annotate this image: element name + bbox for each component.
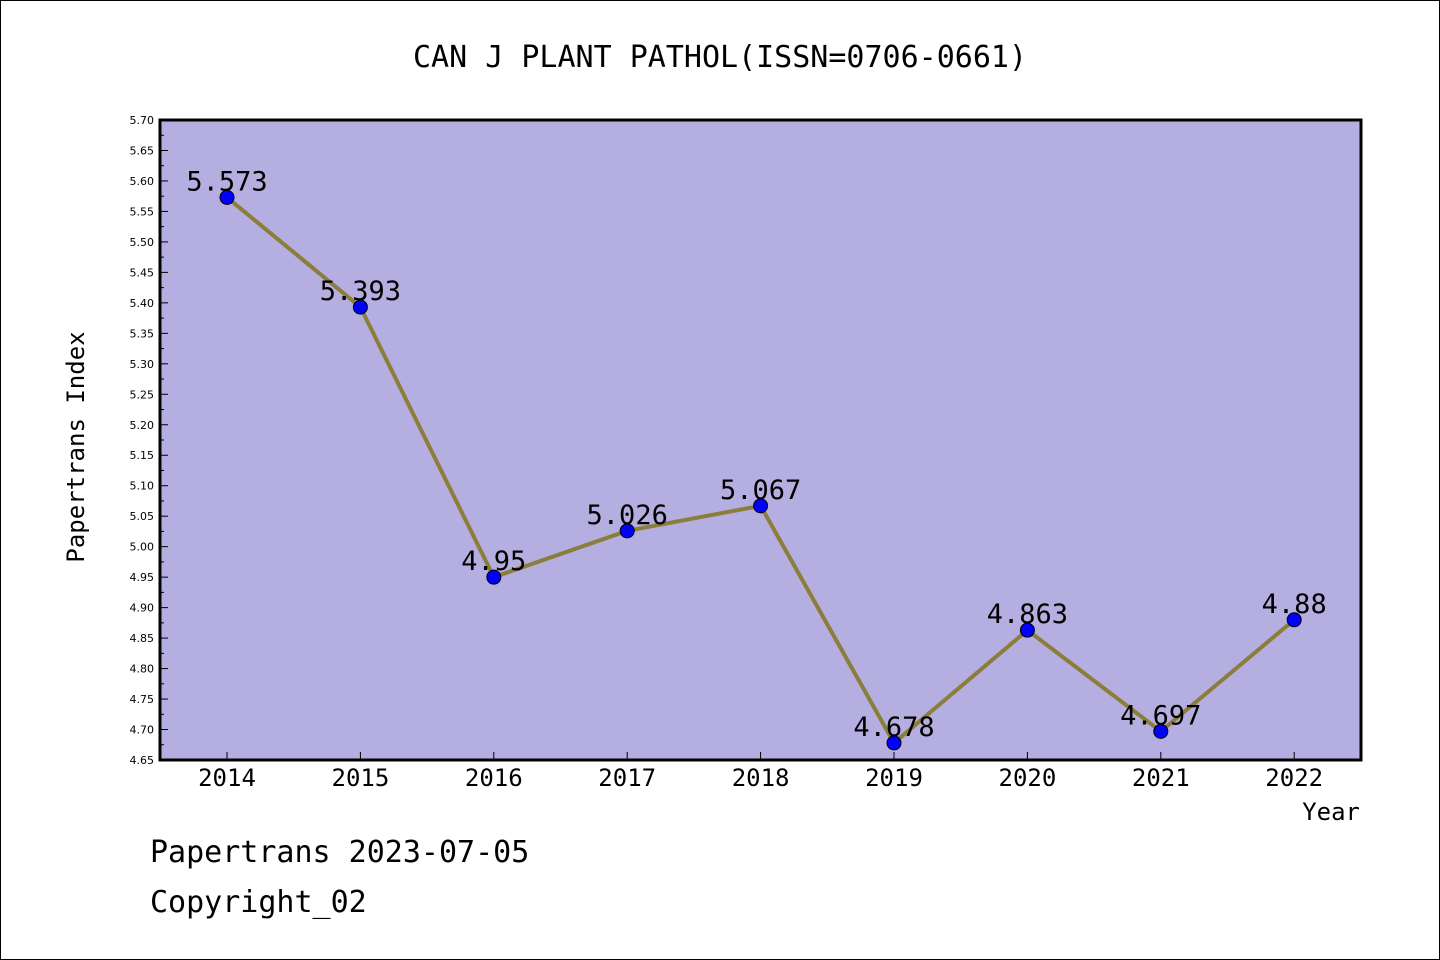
y-tick-label: 5.60 [130, 175, 155, 188]
y-tick-label: 5.45 [130, 266, 155, 279]
x-tick-label: 2022 [1265, 764, 1323, 792]
chart-title: CAN J PLANT PATHOL(ISSN=0706-0661) [413, 40, 1027, 75]
y-axis-label: Papertrans Index [62, 331, 90, 562]
data-label: 4.863 [987, 599, 1068, 630]
data-label: 5.573 [186, 166, 267, 197]
x-tick-label: 2014 [198, 764, 256, 792]
data-label: 4.678 [853, 712, 934, 743]
y-tick-label: 5.40 [130, 297, 155, 310]
data-label: 4.697 [1120, 700, 1201, 731]
y-tick-label: 5.20 [130, 419, 155, 432]
footer-copyright: Copyright_02 [150, 885, 367, 920]
y-tick-label: 5.50 [130, 236, 155, 249]
data-label: 4.95 [461, 546, 526, 577]
x-tick-label: 2016 [465, 764, 523, 792]
x-axis-ticks: 2014 2015 2016 2017 2018 2019 2020 2021 2022 [198, 752, 1323, 792]
data-point [352, 299, 368, 315]
data-label: 5.067 [720, 475, 801, 506]
y-tick-label: 5.10 [130, 480, 155, 493]
footer-date: Papertrans 2023-07-05 [150, 835, 530, 870]
x-axis-label: Year [1302, 798, 1360, 826]
y-tick-label: 5.05 [130, 510, 155, 523]
y-tick-label: 4.65 [130, 754, 155, 767]
y-tick-label: 5.30 [130, 358, 155, 371]
x-tick-label: 2021 [1132, 764, 1190, 792]
data-labels: 5.573 5.393 4.95 5.026 5.067 4.678 4.863 4.697 4… [186, 166, 1326, 743]
plot-area [160, 120, 1361, 760]
data-label: 4.88 [1262, 589, 1327, 620]
data-label: 5.026 [587, 500, 668, 531]
data-point [886, 735, 902, 751]
data-point [1019, 622, 1035, 638]
x-tick-label: 2020 [999, 764, 1057, 792]
y-tick-label: 5.25 [130, 388, 155, 401]
data-point [219, 189, 235, 205]
plot-border [158, 118, 1363, 762]
y-tick-label: 5.00 [130, 541, 155, 554]
y-tick-label: 4.85 [130, 632, 155, 645]
y-tick-label: 4.80 [130, 663, 155, 676]
data-point [486, 569, 502, 585]
y-tick-label: 5.65 [130, 144, 155, 157]
y-tick-label: 4.90 [130, 602, 155, 615]
y-tick-label: 5.55 [130, 205, 155, 218]
y-tick-label: 4.95 [130, 571, 155, 584]
x-tick-label: 2018 [732, 764, 790, 792]
x-tick-label: 2015 [332, 764, 390, 792]
data-markers [219, 189, 1302, 751]
y-tick-label: 4.70 [130, 724, 155, 737]
data-point [753, 498, 769, 514]
y-tick-label: 5.35 [130, 327, 155, 340]
data-point [1153, 723, 1169, 739]
data-point [619, 523, 635, 539]
data-point [1286, 612, 1302, 628]
y-tick-label: 5.70 [130, 114, 155, 127]
x-tick-label: 2019 [865, 764, 923, 792]
y-tick-label: 4.75 [130, 693, 155, 706]
data-label: 5.393 [320, 276, 401, 307]
x-tick-label: 2017 [598, 764, 656, 792]
y-tick-label: 5.15 [130, 449, 155, 462]
